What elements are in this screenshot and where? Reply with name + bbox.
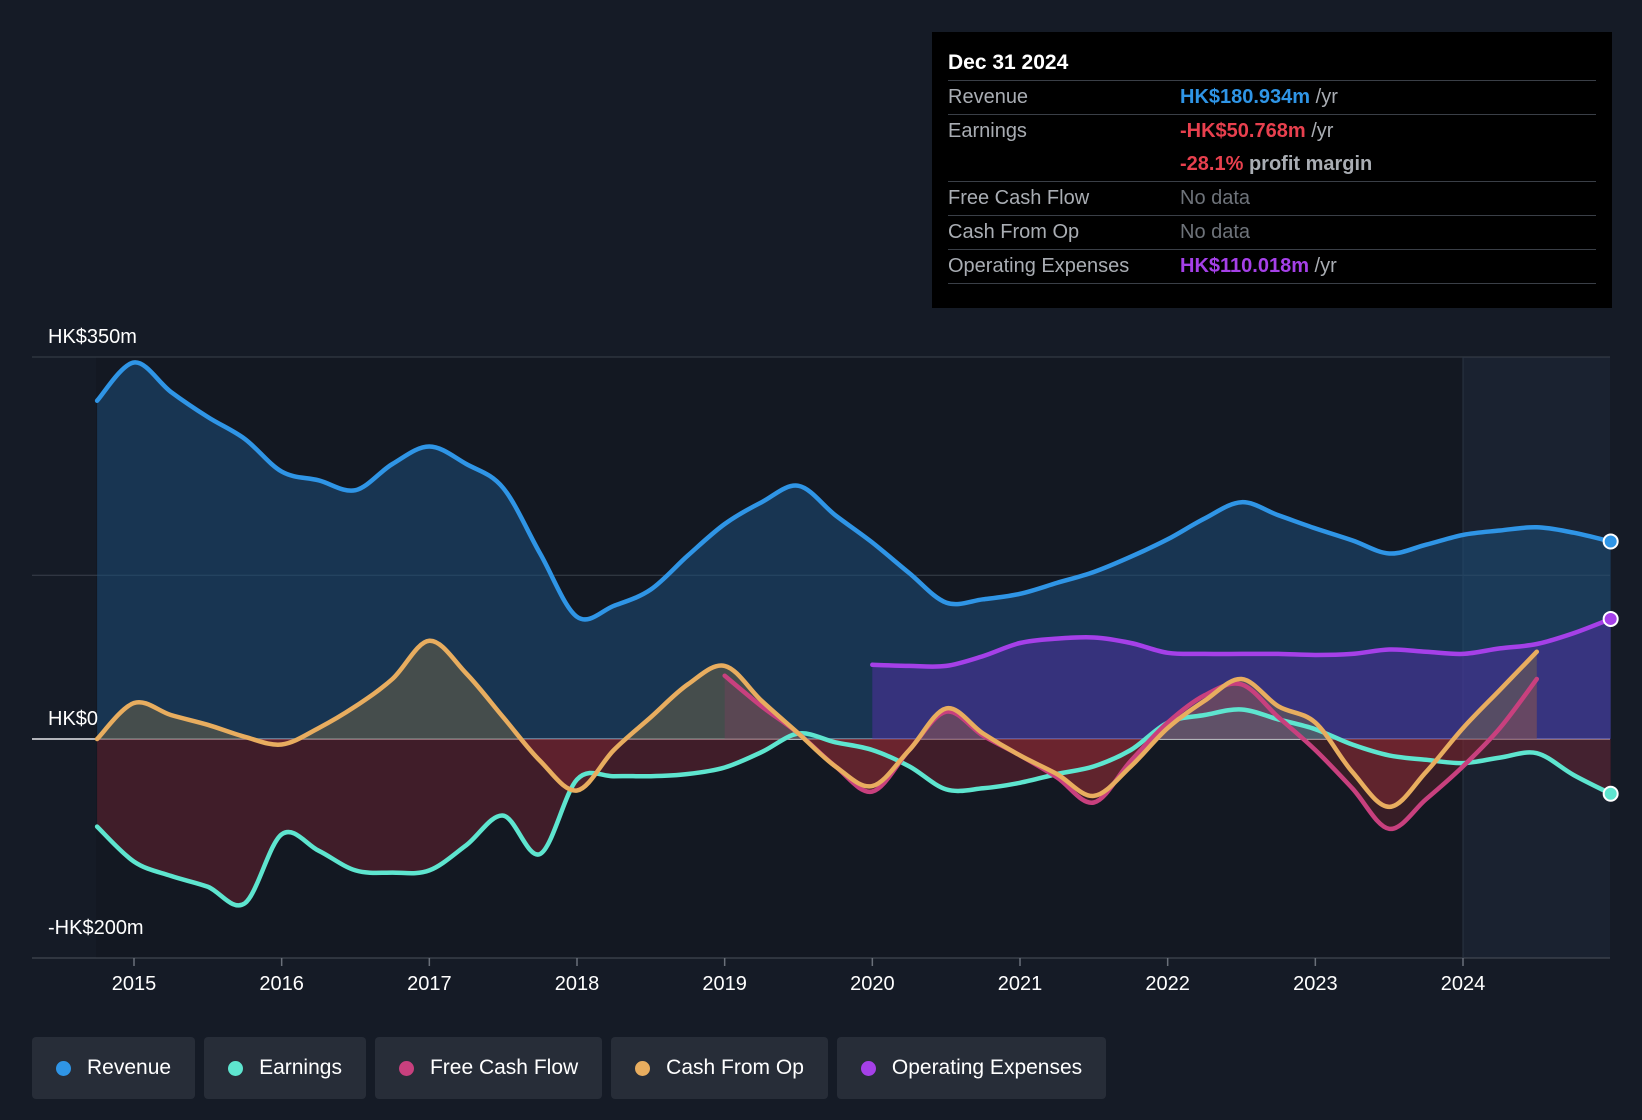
tooltip-cfo-value: No data (1180, 221, 1251, 243)
x-tick-label: 2024 (1441, 973, 1486, 995)
tooltip-revenue-unit: /yr (1315, 86, 1338, 108)
y-tick-label: -HK$200m (48, 917, 144, 939)
operating-expenses-dot-icon (860, 1060, 876, 1076)
tooltip-cfo-label: Cash From Op (948, 221, 1080, 243)
cash-from-op-line (94, 638, 1540, 810)
tooltip-row-margin: -28.1% profit margin (948, 148, 1596, 181)
tooltip-revenue-label: Revenue (948, 86, 1029, 108)
x-axis: 2015 2016 2017 2018 2019 2020 2021 2022 2023 2024 (112, 958, 1486, 995)
series-lines (94, 360, 1613, 908)
legend-item-cash-from-op[interactable]: Cash From Op (611, 1037, 828, 1099)
legend: Revenue Earnings Free Cash Flow Cash Fro… (32, 1037, 1107, 1099)
earnings-dot-icon (228, 1060, 244, 1076)
legend-label: Cash From Op (666, 1056, 804, 1079)
tooltip-fcf-label: Free Cash Flow (948, 187, 1090, 209)
earnings-line (94, 707, 1613, 908)
tooltip-earnings-value: -HK$50.768m (1180, 120, 1306, 142)
y-axis: HK$350m HK$0 -HK$200m (48, 326, 144, 939)
x-tick-label: 2020 (850, 973, 895, 995)
y-tick-label: HK$0 (48, 708, 98, 730)
free-cash-flow-line (722, 673, 1540, 832)
series-endpoints (1602, 533, 1619, 802)
tooltip-margin-value: -28.1% (1180, 153, 1244, 175)
legend-item-operating-expenses[interactable]: Operating Expenses (836, 1037, 1107, 1099)
tooltip-margin-label: profit margin (1248, 153, 1373, 175)
tooltip-revenue-value: HK$180.934m (1180, 86, 1311, 108)
earnings-area-positive (97, 709, 1611, 739)
tooltip-fcf-value: No data (1180, 187, 1251, 209)
tooltip-earnings-unit: /yr (1311, 120, 1334, 142)
tooltip-row-revenue: Revenue HK$180.934m /yr (948, 80, 1596, 114)
x-tick-label: 2023 (1293, 973, 1338, 995)
revenue-area-positive (97, 362, 1611, 739)
revenue-line (94, 360, 1613, 622)
tooltip-earnings-label: Earnings (948, 120, 1027, 142)
operating-expenses-line (870, 616, 1613, 669)
x-tick-label: 2021 (998, 973, 1043, 995)
revenue-dot-icon (56, 1060, 71, 1076)
x-tick-label: 2018 (555, 973, 600, 995)
tooltip-opex-unit: /yr (1314, 255, 1337, 277)
x-tick-label: 2022 (1145, 973, 1190, 995)
earnings-area-negative (97, 739, 1611, 906)
legend-item-earnings[interactable]: Earnings (204, 1037, 366, 1099)
tooltip-row-cfo: Cash From Op No data (948, 215, 1596, 249)
x-tick-label: 2016 (259, 973, 304, 995)
legend-label: Operating Expenses (891, 1056, 1083, 1079)
legend-label: Free Cash Flow (429, 1056, 579, 1079)
tooltip-row-fcf: Free Cash Flow No data (948, 181, 1596, 215)
operating-expenses-endpoint (1602, 610, 1619, 627)
x-tick-label: 2019 (702, 973, 747, 995)
cash-from-op-dot-icon (635, 1060, 651, 1076)
legend-item-free-cash-flow[interactable]: Free Cash Flow (374, 1037, 603, 1099)
revenue-endpoint (1602, 533, 1619, 550)
tooltip-opex-value: HK$110.018m (1180, 255, 1309, 277)
tooltip-row-opex: Operating Expenses HK$110.018m /yr (948, 249, 1596, 284)
x-tick-label: 2015 (112, 973, 157, 995)
y-tick-label: HK$350m (48, 326, 137, 348)
earnings-endpoint (1602, 785, 1619, 802)
x-tick-label: 2017 (407, 973, 452, 995)
legend-label: Revenue (87, 1056, 172, 1079)
tooltip-date: Dec 31 2024 (948, 51, 1069, 74)
tooltip-panel: Dec 31 2024 Revenue HK$180.934m /yr Earn… (932, 32, 1612, 308)
tooltip-opex-label: Operating Expenses (948, 255, 1130, 277)
tooltip-row-earnings: Earnings -HK$50.768m /yr (948, 114, 1596, 148)
free-cash-flow-dot-icon (398, 1060, 414, 1076)
free-cash-flow-area-negative (724, 739, 1537, 829)
legend-item-revenue[interactable]: Revenue (32, 1037, 196, 1099)
legend-label: Earnings (259, 1056, 342, 1079)
